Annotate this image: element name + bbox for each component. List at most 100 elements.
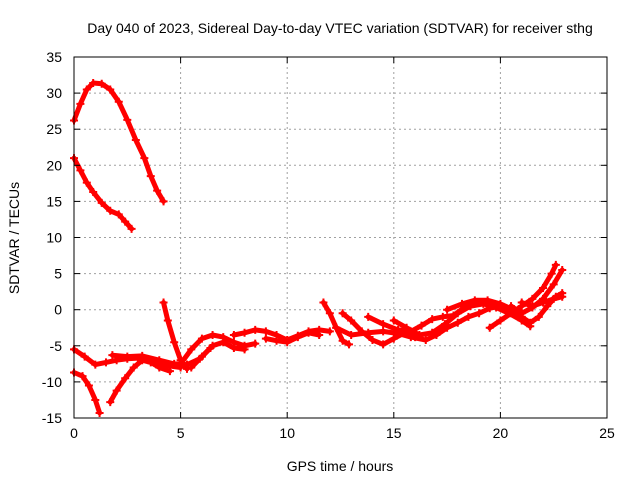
data-point: [251, 339, 260, 348]
data-point: [517, 309, 526, 318]
x-axis-label: GPS time / hours: [287, 458, 394, 474]
data-point: [483, 296, 492, 305]
data-point: [114, 97, 123, 106]
data-point: [345, 340, 354, 349]
series-layer: [70, 78, 567, 417]
y-tick-label: 35: [46, 49, 62, 65]
data-point: [127, 224, 136, 233]
data-point: [82, 85, 91, 94]
data-point: [272, 336, 281, 345]
data-point: [338, 309, 347, 318]
data-point: [347, 316, 356, 325]
data-point: [315, 330, 324, 339]
data-point: [402, 323, 411, 332]
data-series-arc-12: [319, 298, 354, 349]
data-point: [364, 328, 373, 337]
data-point: [89, 78, 98, 87]
data-point: [517, 298, 526, 307]
data-point: [138, 351, 147, 360]
data-point: [368, 336, 377, 345]
data-series-arc-8: [176, 330, 260, 368]
data-point: [379, 327, 388, 336]
data-point: [197, 334, 206, 343]
data-point: [551, 260, 560, 269]
y-tick-label: 20: [46, 157, 62, 173]
data-point: [114, 210, 123, 219]
x-tick-label: 5: [177, 425, 185, 441]
data-point: [155, 356, 164, 365]
data-point: [106, 85, 115, 94]
data-point: [528, 294, 537, 303]
data-point: [379, 340, 388, 349]
data-point: [507, 302, 516, 311]
data-point: [464, 312, 473, 321]
data-point: [123, 352, 132, 361]
series-trace: [71, 370, 103, 416]
data-point: [159, 197, 168, 206]
data-point: [140, 154, 149, 163]
data-point: [187, 345, 196, 354]
data-point: [526, 318, 535, 327]
data-point: [261, 327, 270, 336]
data-point: [443, 305, 452, 314]
x-tick-label: 15: [386, 425, 402, 441]
data-point: [440, 320, 449, 329]
data-point: [76, 166, 85, 175]
data-point: [549, 294, 558, 303]
data-point: [496, 299, 505, 308]
data-point: [153, 186, 162, 195]
data-point: [165, 367, 174, 376]
data-point: [240, 328, 249, 337]
data-point: [84, 381, 93, 390]
data-point: [229, 330, 238, 339]
data-point: [129, 363, 138, 372]
data-point: [91, 395, 100, 404]
data-point: [219, 338, 228, 347]
data-point: [539, 298, 548, 307]
data-point: [80, 352, 89, 361]
data-point: [121, 374, 130, 383]
data-point: [155, 363, 164, 372]
x-tick-label: 25: [599, 425, 615, 441]
data-point: [101, 358, 110, 367]
data-point: [458, 299, 467, 308]
data-point: [394, 325, 403, 334]
data-point: [428, 328, 437, 337]
data-point: [547, 269, 556, 278]
data-point: [293, 333, 302, 342]
y-tick-label: 15: [46, 193, 62, 209]
data-point: [534, 312, 543, 321]
data-point: [347, 330, 356, 339]
data-point: [187, 363, 196, 372]
data-point: [91, 360, 100, 369]
data-point: [76, 99, 85, 108]
data-point: [528, 302, 537, 311]
series-trace: [231, 327, 333, 343]
data-point: [229, 343, 238, 352]
data-series-arc-11: [261, 328, 324, 347]
data-point: [325, 309, 334, 318]
data-point: [82, 178, 91, 187]
grid: [74, 57, 607, 418]
data-point: [95, 408, 104, 417]
y-tick-label: -15: [42, 410, 62, 426]
data-point: [112, 386, 121, 395]
data-point: [78, 372, 87, 381]
data-point: [332, 323, 341, 332]
data-point: [475, 309, 484, 318]
y-tick-label: 30: [46, 85, 62, 101]
data-point: [131, 136, 140, 145]
data-point: [163, 316, 172, 325]
data-point: [549, 280, 558, 289]
data-point: [319, 298, 328, 307]
y-tick-label: 0: [54, 302, 62, 318]
data-point: [304, 328, 313, 337]
data-point: [89, 188, 98, 197]
x-tick-label: 0: [70, 425, 78, 441]
data-series-arc-14: [332, 302, 505, 345]
data-series-arc-20: [517, 292, 567, 311]
data-point: [338, 336, 347, 345]
data-point: [496, 316, 505, 325]
data-point: [438, 312, 447, 321]
y-tick-label: -5: [50, 338, 63, 354]
